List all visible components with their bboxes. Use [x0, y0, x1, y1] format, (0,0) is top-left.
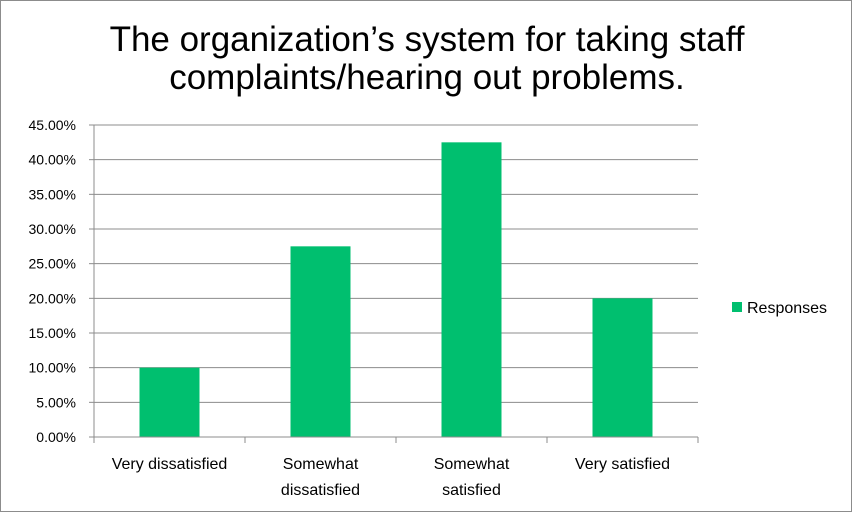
x-category-label: Very dissatisfied: [112, 456, 228, 473]
chart-title-line: complaints/hearing out problems.: [169, 58, 685, 97]
y-tick-label: 30.00%: [29, 221, 76, 237]
y-tick-label: 20.00%: [29, 290, 76, 306]
bar-0: [139, 367, 200, 437]
x-category-label: Very satisfied: [575, 456, 670, 473]
chart-title-line: The organization’s system for taking sta…: [110, 20, 745, 59]
y-tick-label: 35.00%: [29, 186, 76, 202]
legend-swatch: [732, 302, 742, 312]
x-category-label: satisfied: [442, 482, 501, 499]
y-tick-label: 45.00%: [29, 117, 76, 133]
y-tick-label: 0.00%: [36, 429, 76, 445]
x-category-label: Somewhat: [434, 456, 510, 473]
bar-3: [592, 298, 653, 437]
y-tick-label: 15.00%: [29, 325, 76, 341]
bar-2: [441, 142, 502, 438]
y-tick-label: 10.00%: [29, 360, 76, 376]
y-tick-label: 40.00%: [29, 152, 76, 168]
y-tick-label: 5.00%: [36, 394, 76, 410]
bar-1: [290, 246, 351, 437]
legend-label: Responses: [747, 300, 827, 317]
x-category-label: dissatisfied: [281, 482, 360, 499]
x-category-label: Somewhat: [283, 456, 359, 473]
y-tick-label: 25.00%: [29, 256, 76, 272]
